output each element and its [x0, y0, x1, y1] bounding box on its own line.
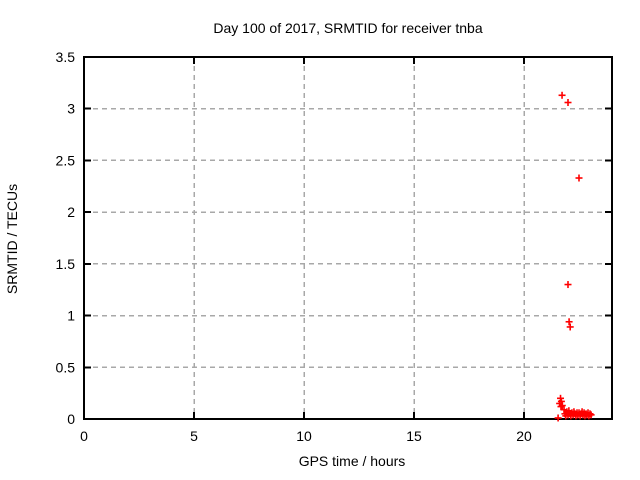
plot-border — [83, 56, 613, 420]
tick-labels: 0 5 10 15 20 0 0.5 1 1.5 2 2.5 3 3.5 — [56, 49, 532, 444]
data-point — [558, 402, 566, 410]
y-tick-label: 0 — [67, 411, 75, 427]
data-point — [558, 91, 566, 99]
data-point — [566, 323, 574, 331]
x-axis-label: GPS time / hours — [299, 453, 406, 469]
data-point — [564, 99, 572, 107]
data-points — [554, 91, 595, 422]
data-point — [565, 318, 573, 326]
grid — [84, 57, 612, 419]
x-tick-label: 15 — [406, 428, 422, 444]
data-point — [587, 411, 595, 419]
data-point — [554, 414, 562, 422]
y-tick-label: 2 — [67, 204, 75, 220]
x-tick-label: 5 — [190, 428, 198, 444]
x-tick-label: 0 — [80, 428, 88, 444]
y-tick-label: 2.5 — [56, 152, 76, 168]
y-axis-label: SRMTID / TECUs — [4, 184, 20, 294]
axis-ticks — [83, 56, 612, 420]
y-tick-label: 3.5 — [56, 49, 76, 65]
y-tick-label: 1 — [67, 308, 75, 324]
data-point — [586, 410, 594, 418]
data-point — [575, 174, 583, 182]
data-point — [564, 281, 572, 289]
plot-frame — [83, 56, 613, 420]
axis-labels: Day 100 of 2017, SRMTID for receiver tnb… — [4, 20, 483, 469]
y-tick-label: 3 — [67, 101, 75, 117]
chart-title: Day 100 of 2017, SRMTID for receiver tnb… — [213, 20, 482, 36]
y-tick-label: 0.5 — [56, 359, 76, 375]
x-tick-label: 20 — [516, 428, 532, 444]
x-tick-label: 10 — [296, 428, 312, 444]
y-tick-label: 1.5 — [56, 256, 76, 272]
